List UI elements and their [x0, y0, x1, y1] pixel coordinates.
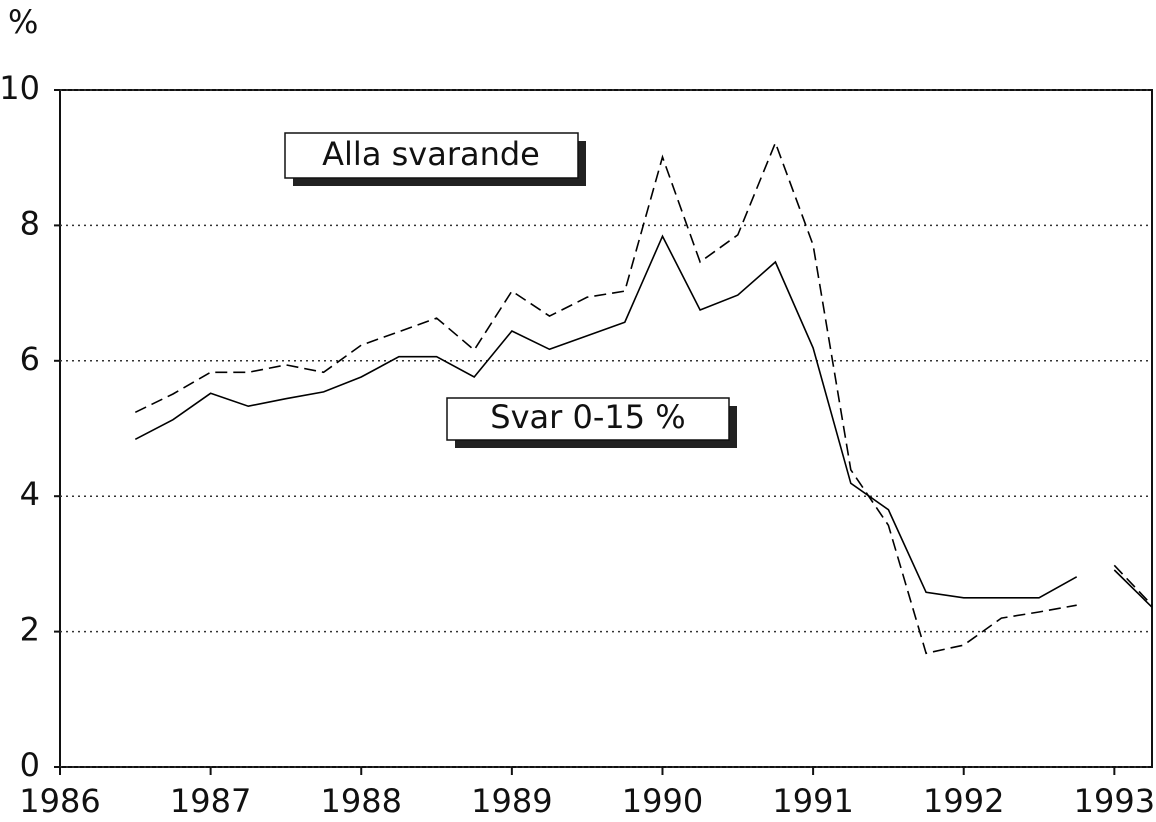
- y-tick-label: 4: [20, 475, 40, 513]
- annotation-box: [284, 132, 579, 179]
- y-axis-label: %: [8, 3, 38, 41]
- annotation-box: [446, 397, 730, 441]
- y-tick-label: 0: [20, 746, 40, 784]
- y-tick-label: 8: [20, 204, 40, 242]
- x-tick-label: 1988: [321, 782, 402, 820]
- series-label: Svar 0-15 %: [490, 398, 685, 436]
- x-tick-label: 1991: [772, 782, 853, 820]
- x-tick-label: 1989: [471, 782, 552, 820]
- x-tick-label: 1993: [1074, 782, 1155, 820]
- series-line: [134, 234, 1153, 608]
- x-tick-label: 1987: [170, 782, 251, 820]
- series-label: Alla svarande: [322, 135, 540, 173]
- x-tick-label: 1992: [923, 782, 1004, 820]
- x-tick-label: 1986: [19, 782, 100, 820]
- y-tick-label: 6: [20, 340, 40, 378]
- y-tick-label: 2: [20, 611, 40, 649]
- y-tick-label: 10: [0, 69, 40, 107]
- x-tick-label: 1990: [622, 782, 703, 820]
- series-line: [134, 140, 1153, 655]
